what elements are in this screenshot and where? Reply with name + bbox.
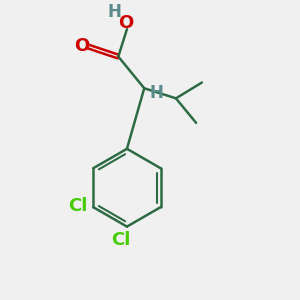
Text: Cl: Cl bbox=[69, 197, 88, 215]
Text: Cl: Cl bbox=[112, 231, 131, 249]
Text: H: H bbox=[108, 4, 122, 22]
Text: O: O bbox=[118, 14, 133, 32]
Text: H: H bbox=[149, 84, 163, 102]
Text: O: O bbox=[74, 37, 89, 55]
